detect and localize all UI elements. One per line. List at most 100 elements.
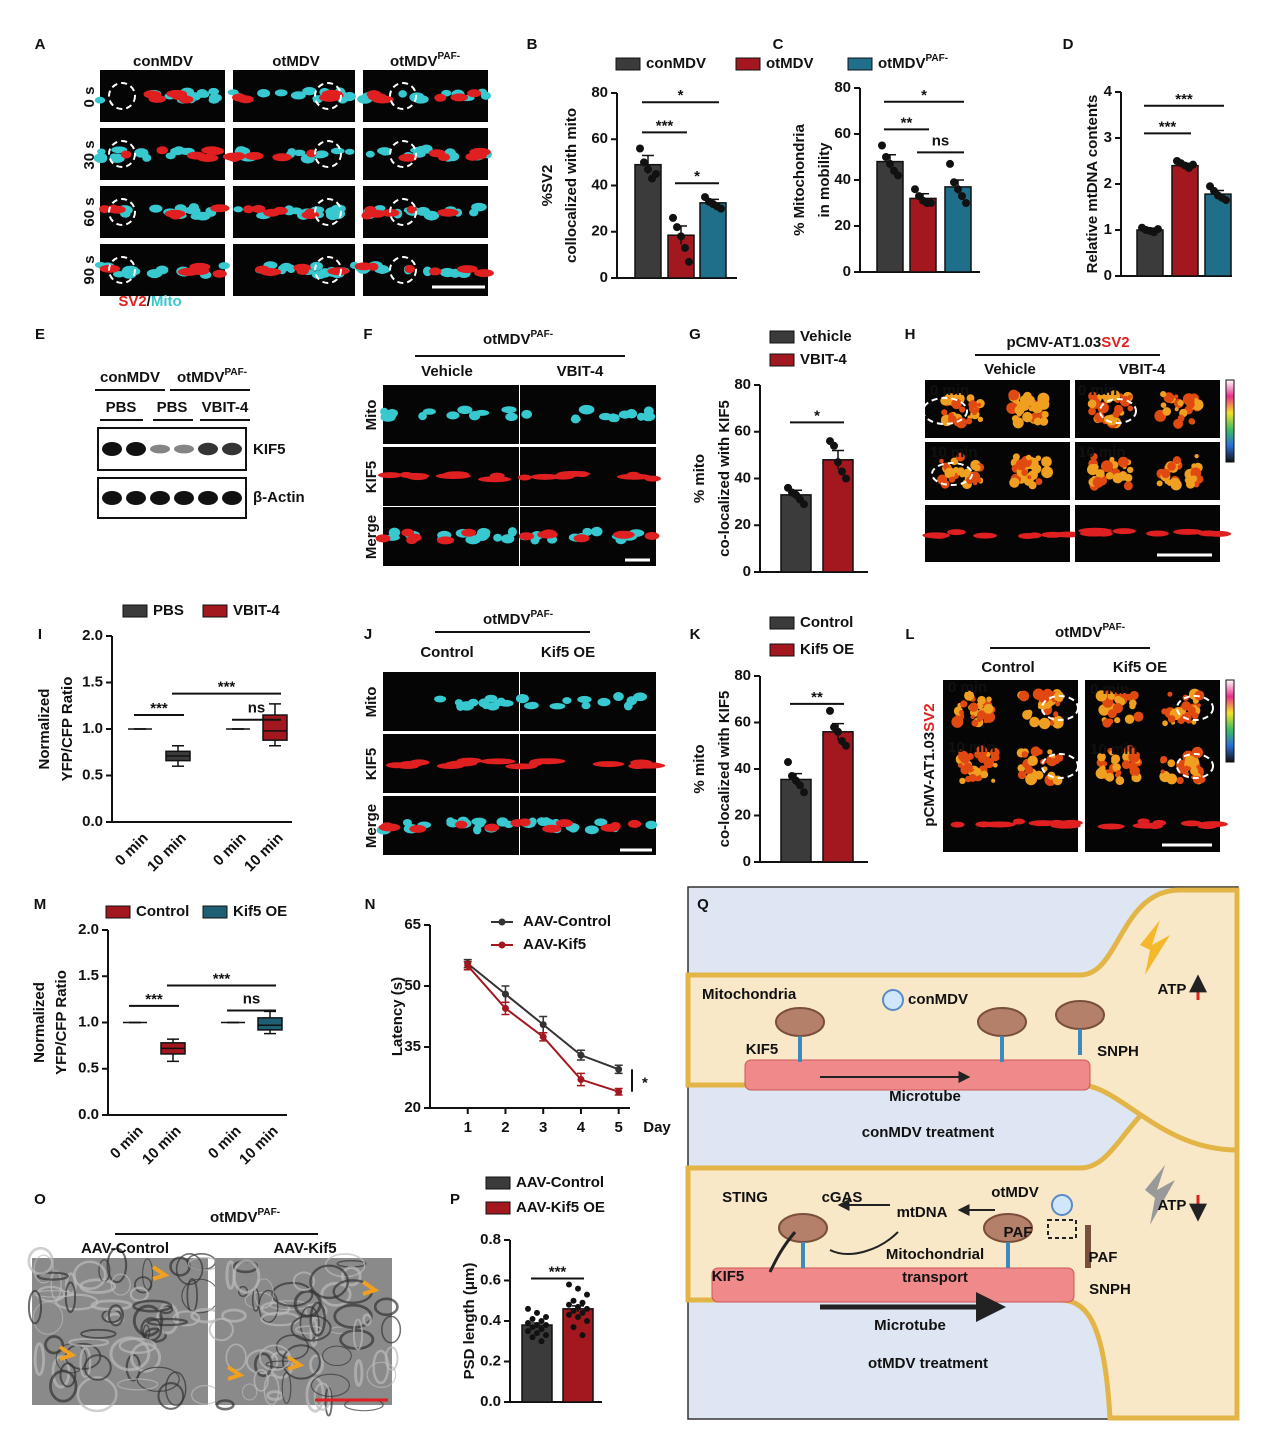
data-point [830,441,838,450]
decor-shape [931,462,973,486]
decor-shape [1128,751,1140,763]
decor-shape [581,701,591,710]
decor-shape [1194,474,1204,484]
decor-shape [975,745,988,758]
decor-shape [314,256,342,284]
label-part: AAV-Control [523,913,611,930]
y-tick-label: 0.5 [82,766,103,783]
significance: *** [656,117,674,134]
decor-shape [454,699,463,706]
decor-shape [592,761,625,768]
data-point [543,1332,549,1339]
data-point [894,171,902,180]
decor-shape [398,760,424,767]
decor-shape [292,1271,316,1292]
decor-shape [314,198,342,226]
legend-swatch [769,616,795,630]
decor-shape [27,1246,54,1276]
decor-shape [446,411,460,420]
decor-shape [1173,528,1204,535]
decor-shape [496,697,506,706]
label-part: Kif5 OE [800,641,854,658]
y-tick-label: 40 [834,171,851,188]
decor-shape [1196,703,1201,708]
decor-shape [958,709,964,716]
legend-swatch [615,57,641,71]
decor-shape [365,150,375,158]
decor-shape [68,1337,110,1348]
decor-shape [450,93,469,102]
decor-shape [473,825,482,835]
decor-shape [253,1368,269,1392]
y-tick-label: 20 [734,516,751,533]
label: otMDVPAF- [210,1207,280,1226]
decor-shape [468,410,481,421]
decor-shape [1012,818,1025,825]
decor-shape [468,698,479,707]
decor-shape [556,470,591,477]
decor-shape [1009,477,1020,488]
decor-shape [1027,532,1042,539]
x-tick-label: 1 [464,1119,472,1136]
decor-shape [976,402,981,407]
decor-shape [1109,750,1115,756]
significance: * [678,87,684,104]
y-tick-label: 40 [734,469,751,486]
decor-shape [1133,711,1144,722]
decor-shape [1126,715,1133,722]
decor-shape [1097,752,1106,762]
decor-shape [939,458,944,464]
label-part: conMDV [100,369,160,386]
decor-shape [1049,721,1055,726]
decor-shape [434,695,447,703]
y-tick-label: 80 [591,84,608,101]
decor-shape [1018,690,1030,702]
decor-shape [1176,753,1214,779]
decor-shape [1022,710,1032,720]
decor-shape [528,817,537,826]
decor-shape [518,532,535,541]
bar [909,197,937,273]
bar [562,1308,594,1403]
y-tick-label: 20 [834,217,851,234]
legend-label: PBS [153,602,184,619]
y-tick-label: 60 [591,130,608,147]
decor-shape [597,697,611,707]
decor-shape [1176,695,1214,721]
decor-shape [129,1286,149,1302]
y-axis-label: co-localized with KIF5 [716,400,733,557]
y-tick-label: 35 [404,1038,421,1055]
y-tick-label: 20 [591,223,608,240]
decor-shape [584,825,599,835]
decor-shape [959,777,966,785]
decor-shape [1111,754,1121,764]
y-tick-label: 80 [734,667,751,684]
decor-shape [175,1252,204,1286]
decor-shape [389,140,417,168]
panel-label: F [363,326,372,343]
legend: SV2/Mito [118,293,181,310]
decor-shape [422,408,436,415]
decor-shape [379,147,392,156]
decor-shape [306,149,317,158]
decor-shape [1176,776,1184,785]
decor-shape [319,93,340,102]
decor-shape [1112,410,1120,418]
decor-shape [33,1289,74,1298]
data-point [534,1322,540,1329]
decor-shape [97,427,247,471]
decor-shape [478,476,512,483]
decor-shape [157,1382,185,1410]
decor-shape [456,265,478,274]
decor-shape [1100,460,1113,473]
data-point [529,1334,536,1341]
data-point [927,199,935,207]
decor-shape [1087,463,1099,476]
decor-shape [591,526,603,537]
decor-shape [362,1313,372,1326]
label: PAF [1089,1249,1118,1266]
decor-shape [1188,418,1195,425]
decor-shape [1132,822,1162,829]
decor-shape [555,819,573,828]
decor-shape [210,204,230,213]
